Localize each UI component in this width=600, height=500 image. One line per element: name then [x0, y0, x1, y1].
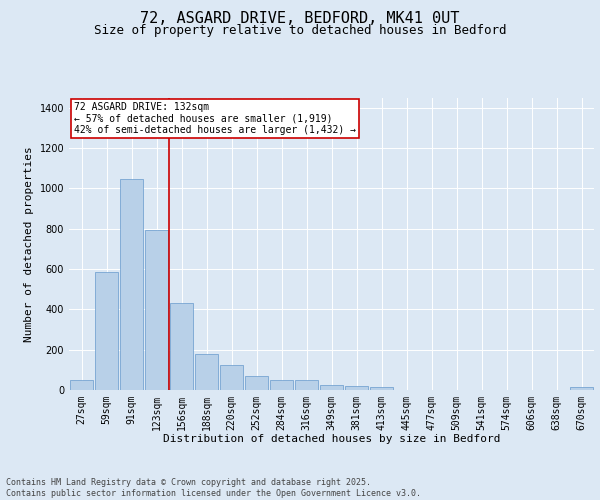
Text: 72 ASGARD DRIVE: 132sqm
← 57% of detached houses are smaller (1,919)
42% of semi: 72 ASGARD DRIVE: 132sqm ← 57% of detache…: [74, 102, 356, 135]
Bar: [145, 230, 169, 390]
Bar: [344, 386, 368, 390]
Bar: [170, 304, 193, 390]
Bar: [220, 365, 244, 390]
Bar: [194, 354, 218, 390]
Text: Size of property relative to detached houses in Bedford: Size of property relative to detached ho…: [94, 24, 506, 37]
Bar: [370, 387, 394, 390]
X-axis label: Distribution of detached houses by size in Bedford: Distribution of detached houses by size …: [163, 434, 500, 444]
Bar: [269, 380, 293, 390]
Bar: [320, 385, 343, 390]
Bar: [295, 380, 319, 390]
Bar: [245, 376, 268, 390]
Text: Contains HM Land Registry data © Crown copyright and database right 2025.
Contai: Contains HM Land Registry data © Crown c…: [6, 478, 421, 498]
Y-axis label: Number of detached properties: Number of detached properties: [24, 146, 34, 342]
Text: 72, ASGARD DRIVE, BEDFORD, MK41 0UT: 72, ASGARD DRIVE, BEDFORD, MK41 0UT: [140, 11, 460, 26]
Bar: [569, 387, 593, 390]
Bar: [95, 272, 118, 390]
Bar: [70, 380, 94, 390]
Bar: [119, 179, 143, 390]
